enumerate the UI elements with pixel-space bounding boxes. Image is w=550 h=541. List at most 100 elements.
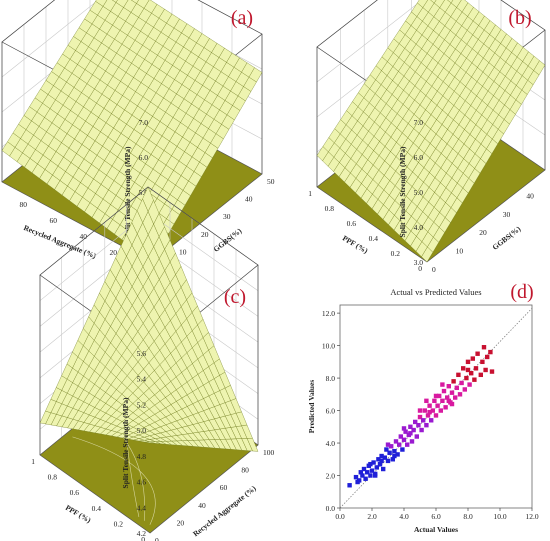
y-tick-label: 40 [526,191,534,200]
x-tick-label: 4.0 [399,512,409,521]
x-tick-label: 1 [31,457,35,466]
surface-cell [447,0,454,4]
data-point [381,466,386,472]
data-point [446,384,451,389]
y-tick-label: 20 [201,230,209,239]
data-point [432,398,437,404]
data-point [413,419,418,425]
x-tick-label: 60 [50,216,58,225]
x-tick-label: 0.2 [114,519,124,528]
y-tick-label: 80 [241,466,249,475]
x-tick-label: 1 [308,189,312,198]
x-tick-label: 12.0 [525,512,538,521]
x-tick-label: 0.6 [70,488,80,497]
data-point [475,351,480,356]
data-point [483,367,488,373]
x-tick-label: 0.4 [369,234,379,243]
data-point [379,453,384,459]
z-tick-label: 5.0 [139,188,149,197]
data-point [385,442,391,447]
data-point [453,395,458,400]
data-point [472,377,477,382]
z-tick-label: 6.0 [139,153,149,162]
y-tick-label: 0 [432,265,436,274]
data-point [488,349,493,355]
data-point [454,385,459,391]
y-tick-label: 10 [456,247,464,256]
z-axis-label: Split Tensile Strength (MPa) [121,397,130,488]
z-tick-label: 5.2 [137,400,147,409]
data-point [446,398,451,404]
y-tick-label: 50 [267,177,275,186]
x-axis-label: PPF (%) [64,503,93,525]
y-tick-label: 20 [177,518,185,527]
chart-title: Actual vs Predicted Values [390,287,481,297]
data-point [387,450,392,455]
x-tick-label: 0 [418,264,422,273]
data-point [417,414,423,420]
z-tick-label: 5.0 [414,188,424,197]
x-tick-label: 20 [110,248,118,257]
data-point [421,418,426,423]
y-tick-label: 100 [263,448,275,457]
surface-cell [417,0,428,8]
data-point [481,345,487,350]
data-point [422,408,427,413]
data-point [443,405,448,410]
z-tick-label: 4.6 [137,478,147,487]
data-point [393,439,399,444]
panel-label: (b) [508,7,531,29]
data-point [425,413,431,418]
y-tick-label: 60 [220,483,228,492]
data-point [347,483,352,488]
x-axis-label: Actual Values [414,525,458,534]
data-point [417,408,423,413]
data-point [361,466,367,472]
data-point [467,382,472,387]
z-axis-label: Split Tensile Strength (MPa) [398,146,407,237]
data-point [433,413,439,418]
data-point [464,375,469,381]
data-point [430,408,435,413]
x-tick-label: 6.0 [431,512,441,521]
x-tick-label: 80 [20,200,28,209]
surface-cell [430,0,437,4]
data-point [441,388,447,394]
y-tick-label: 40 [245,195,253,204]
panel-d-scatter-plot: 0.0 2.0 4.0 6.0 8.0 10.0 12.0 0.0 2.0 4.0 6.0 8.0 10… [307,281,539,534]
data-point [427,403,432,408]
data-point [408,424,413,429]
data-point [461,366,466,371]
data-point [419,427,424,433]
surface-cell [102,0,117,12]
z-tick-label: 6.0 [414,153,424,162]
x-axis-label: PPF (%) [341,233,370,255]
x-tick-label: 0.4 [92,504,102,513]
x-tick-label: 0 [141,535,145,541]
y-tick-label: 8.0 [326,374,336,383]
data-point [440,382,445,387]
data-point [485,354,490,360]
data-point [437,393,442,399]
y-tick-label: 6.0 [326,407,336,416]
data-point [400,447,405,452]
y-axis-label: GGBS(%) [491,224,523,252]
surface-cell [130,0,139,4]
data-point [451,379,456,384]
data-point [382,455,387,460]
data-point [368,461,373,467]
panel-label: (d) [510,281,533,303]
y-tick-label: 12.0 [322,309,335,318]
y-axis-label: GGBS(%) [212,226,244,254]
data-point [392,453,397,459]
response-surface [39,186,259,452]
surface-cell [136,0,150,9]
y-tick-label: 0 [155,536,159,541]
data-point [403,429,408,434]
data-point [373,473,378,478]
data-point [433,393,439,399]
data-point [480,359,485,365]
data-point [401,437,407,442]
floor-contour [72,436,156,525]
data-point [465,359,471,365]
